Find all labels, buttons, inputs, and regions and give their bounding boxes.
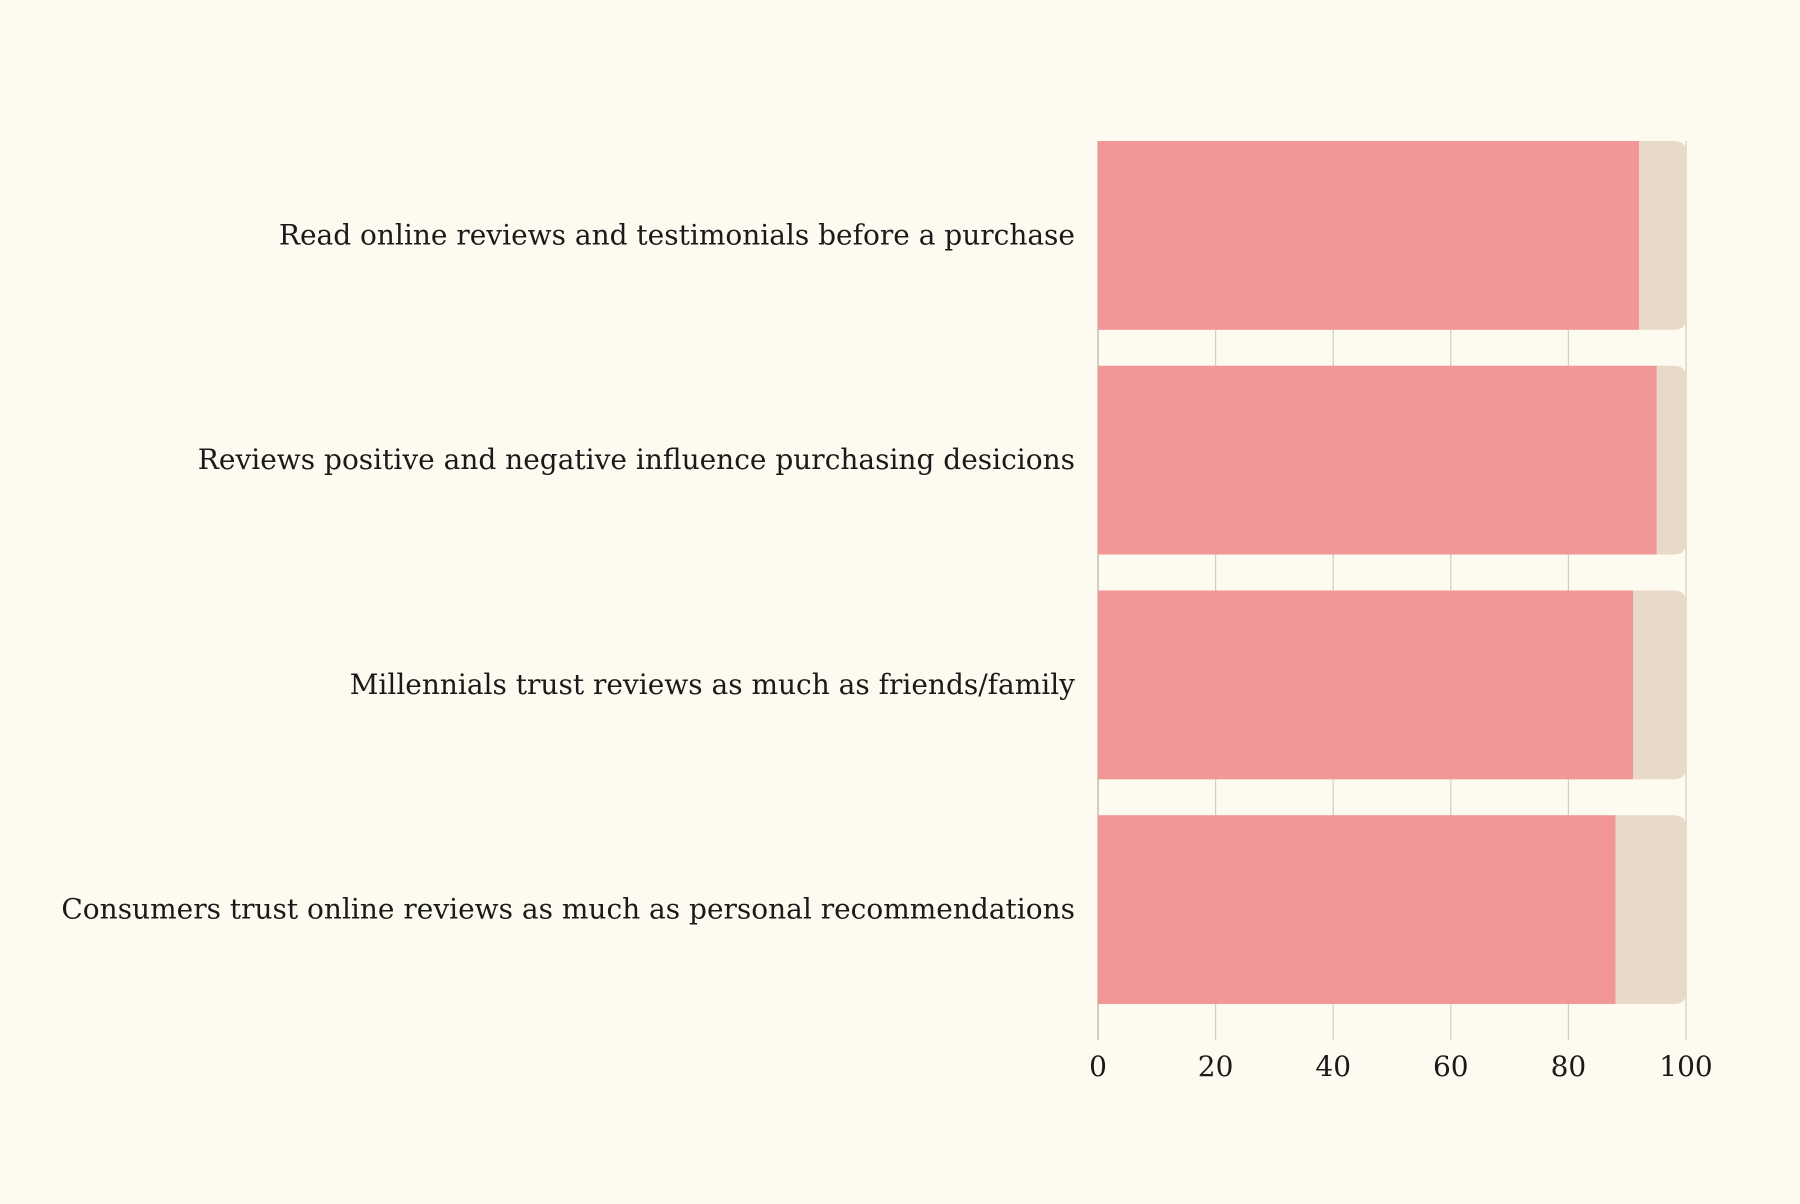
category-label-3: Consumers trust online reviews as much a… bbox=[61, 893, 1075, 926]
bars bbox=[1098, 141, 1686, 1005]
bar-1 bbox=[1098, 365, 1657, 555]
x-tick-label-0: 0 bbox=[1089, 1050, 1107, 1083]
x-tick-label-20: 20 bbox=[1198, 1050, 1234, 1083]
bar-0 bbox=[1098, 141, 1639, 330]
x-tick-label-60: 60 bbox=[1433, 1050, 1469, 1083]
x-tick-label-100: 100 bbox=[1659, 1050, 1712, 1083]
category-label-0: Read online reviews and testimonials bef… bbox=[279, 218, 1075, 251]
category-label-2: Millennials trust reviews as much as fri… bbox=[350, 668, 1075, 701]
category-label-1: Reviews positive and negative influence … bbox=[198, 443, 1075, 476]
x-tick-label-40: 40 bbox=[1315, 1050, 1351, 1083]
bar-3 bbox=[1098, 815, 1616, 1005]
x-axis-ticks: 0 20 40 60 80 100 bbox=[1089, 1050, 1713, 1083]
x-tick-label-80: 80 bbox=[1551, 1050, 1587, 1083]
bar-2 bbox=[1098, 590, 1634, 780]
category-labels: Read online reviews and testimonials bef… bbox=[61, 218, 1075, 925]
